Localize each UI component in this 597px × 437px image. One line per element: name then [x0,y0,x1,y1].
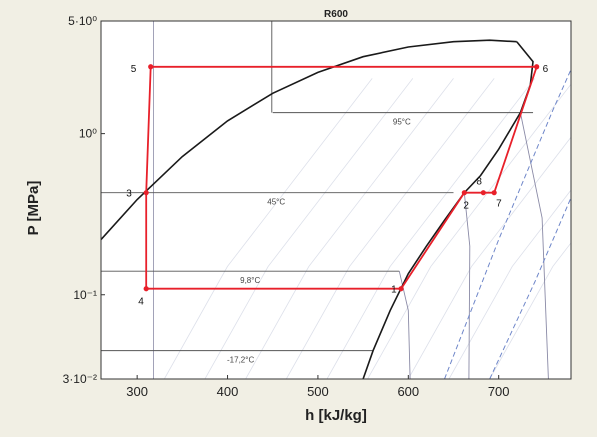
isotherm-vapor-branch [519,112,549,379]
background-isoline [245,78,454,379]
cycle-point-label: 5 [131,64,137,75]
isotherm-label: -17,2°C [227,356,254,365]
x-tick-label: 500 [307,384,329,399]
cycle-point-label: 8 [476,177,482,188]
cycle-point-label: 2 [463,201,469,212]
y-tick-label: 10⁻¹ [73,288,97,302]
background-isoline [367,83,571,379]
x-tick-label: 700 [488,384,510,399]
chart-title: R600 [324,9,348,20]
cycle-point [148,64,154,70]
isotherm-label: 95°C [393,118,411,127]
cycle-point [143,190,149,196]
y-axis-label: P [MPa] [25,181,42,236]
cycle-point [143,286,149,292]
background-isoline [285,78,495,379]
y-tick-label: 3·10⁻² [63,372,97,386]
isotherm-vapor-branch [463,192,471,379]
background-isoline [489,242,571,379]
x-tick-label: 600 [397,384,419,399]
x-axis-label: h [kJ/kg] [305,407,367,424]
saturated-liquid-line [101,39,517,241]
cycle-point [480,190,486,196]
isotherm-label: 9,8°C [240,276,260,285]
cycle-point [461,190,467,196]
isotherm-lines [101,112,534,352]
x-axis-ticks: 300 400 500 600 700 [126,375,510,399]
y-tick-label: 10⁰ [79,127,97,141]
background-isoline [204,78,414,379]
isentrope-line [489,197,571,379]
isentrope-line [444,69,571,379]
background-isoline [163,78,373,379]
isotherm-label: 45°C [267,198,285,207]
cycle-point-labels: 1 2 8 7 6 5 3 4 [126,64,548,308]
cycle-point [534,64,540,70]
cycle-point-label: 7 [496,199,502,210]
background-isolines [153,21,571,379]
cycle-point-label: 1 [391,285,397,296]
y-tick-label: 5·10⁰ [68,14,97,28]
cycle-point-label: 4 [138,297,144,308]
x-tick-label: 300 [126,384,148,399]
background-isoline [326,78,536,379]
y-axis-ticks: 5·10⁰ 10⁰ 10⁻¹ 3·10⁻² [63,14,105,386]
isotherm-labels: 95°C 45°C 9,8°C -17,2°C [227,118,411,365]
plot-frame [100,20,572,380]
background-isoline [448,189,571,379]
cycle-point [491,190,497,196]
cycle-point-label: 6 [543,64,549,75]
refrigeration-cycle [143,64,540,292]
background-isoline [407,136,571,379]
isentrope-lines [444,69,571,379]
cycle-point [398,286,404,292]
cycle-point-label: 3 [126,189,132,200]
x-tick-label: 400 [217,384,239,399]
